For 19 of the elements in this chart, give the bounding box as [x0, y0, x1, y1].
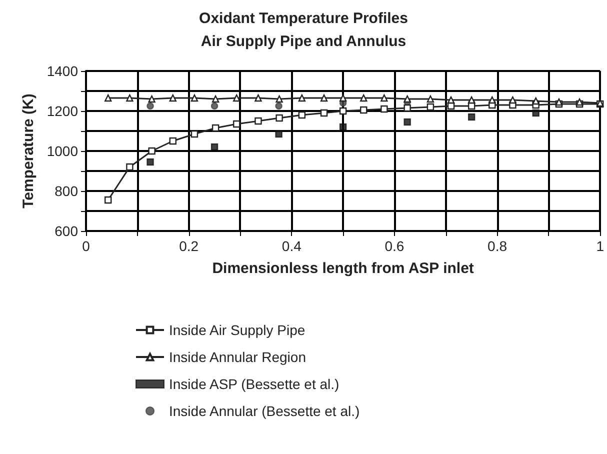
x-tick-label: 0.4 [282, 238, 302, 254]
x-tick-label: 0.6 [384, 238, 404, 254]
y-tick-label: 800 [54, 183, 78, 199]
legend-label: Inside Annular Region [169, 349, 306, 365]
y-tick-label: 1400 [46, 63, 78, 79]
chart-subtitle: Air Supply Pipe and Annulus [200, 33, 406, 50]
chart-title: Oxidant Temperature Profiles [199, 10, 408, 27]
y-tick-label: 1000 [46, 143, 78, 159]
y-tick-label: 1200 [46, 103, 78, 119]
legend-label: Inside ASP (Bessette et al.) [169, 376, 340, 392]
x-tick-label: 1 [596, 238, 604, 254]
y-tick-label: 600 [54, 223, 78, 239]
y-axis-title: Temperature (K) [20, 94, 37, 208]
legend-label: Inside Air Supply Pipe [169, 322, 306, 338]
x-axis-title: Dimensionless length from ASP inlet [212, 260, 474, 277]
x-tick-label: 0.8 [488, 238, 508, 254]
x-tick-label: 0 [82, 238, 90, 254]
x-tick-label: 0.2 [179, 238, 199, 254]
legend-label: Inside Annular (Bessette et al.) [169, 403, 360, 419]
